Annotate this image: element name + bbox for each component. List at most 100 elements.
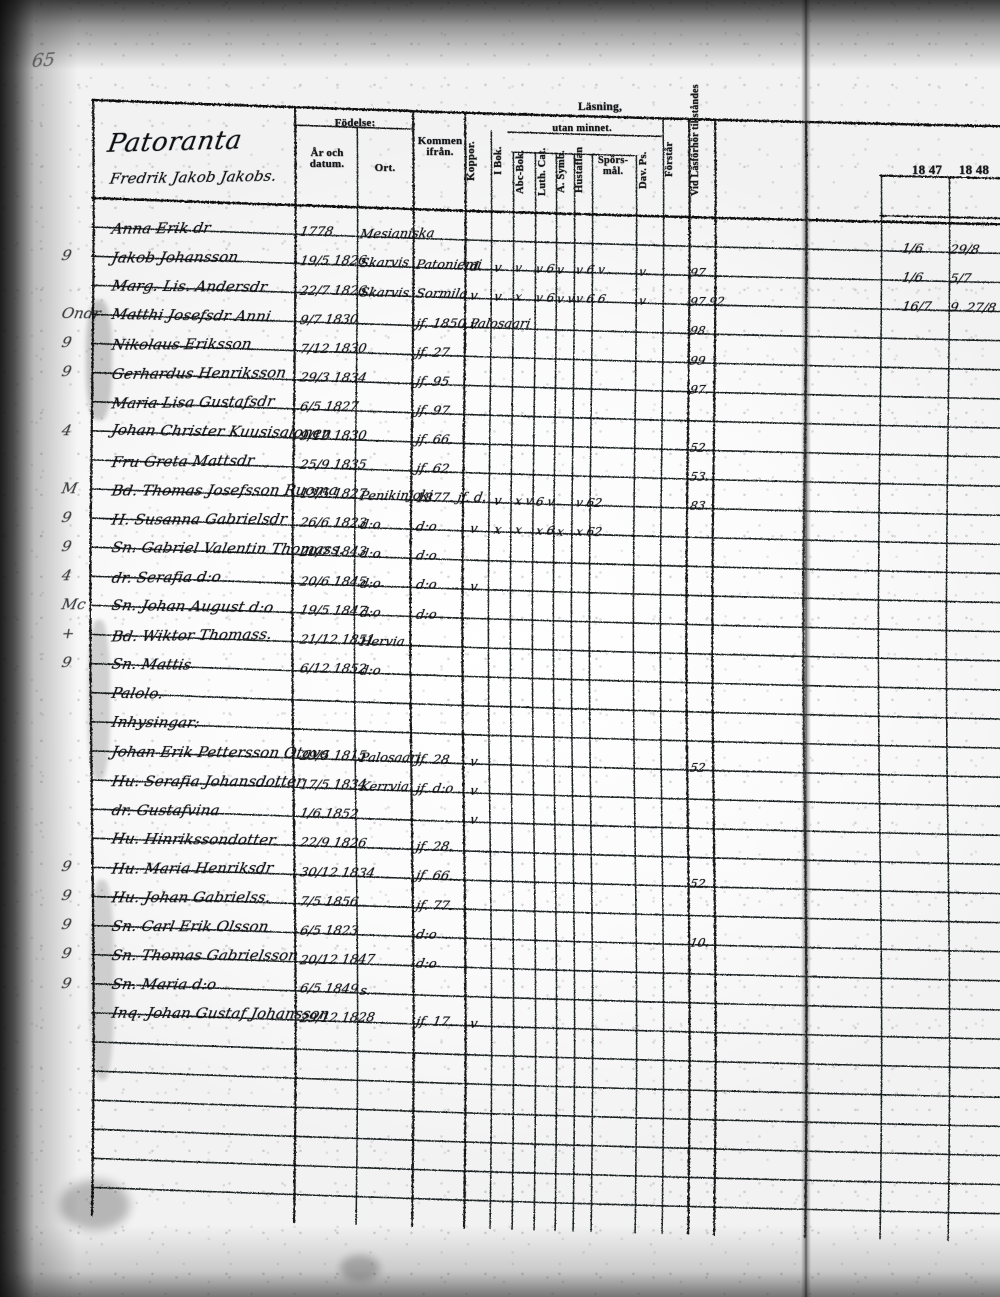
- scan-blotch: [90, 880, 114, 1080]
- came-from: d:o: [415, 549, 439, 564]
- came-from: 1877. jf. d.: [415, 491, 488, 507]
- birth-date: 13/5 1827: [299, 487, 368, 502]
- person-name: Matthi Josefsdr Anni: [110, 305, 273, 325]
- birth-date: 22/7 1826: [299, 283, 368, 298]
- a-symb-mark: v v: [556, 292, 576, 306]
- forstar-value: 52.: [689, 877, 711, 891]
- table-grid: [0, 0, 1000, 1297]
- birth-date: 1/6 1852: [298, 807, 359, 823]
- came-from: jf. 28.: [415, 840, 455, 856]
- person-name: Johan Erik Pettersson Otava: [110, 742, 331, 761]
- came-from: d:o: [414, 957, 438, 972]
- header-i-bok: I Bok.: [494, 131, 505, 191]
- year-1847-value: 1/6: [901, 271, 925, 286]
- birth-place: d:o: [359, 547, 383, 562]
- year-1848-value: 9. 27/8: [948, 301, 997, 317]
- came-from: jf. 28.: [414, 753, 454, 768]
- header-dav-ps: Dav. Ps.: [639, 142, 650, 198]
- forstar-value: 97.92: [689, 295, 726, 309]
- year-1847-value: 1/6: [901, 242, 925, 257]
- header-kommen-ifran: Kommen ifrån.: [414, 136, 466, 159]
- person-name: Hu. Hinrikssondotter: [110, 829, 277, 849]
- year-column-1848: 18 48: [952, 163, 996, 177]
- birth-date: 19/5 1826: [299, 254, 368, 270]
- header-lasning-sub: utan minnet.: [522, 124, 642, 135]
- header-vid-lasforhor: Vid Läsförhör tillståndes: [691, 104, 701, 196]
- birth-date: 6/12 1852: [298, 662, 367, 677]
- header-abc-bok: Abc-Bok.: [516, 143, 527, 201]
- birth-place: d:o: [359, 664, 382, 679]
- header-ar-och-datum: År och datum.: [298, 148, 356, 171]
- birth-date: 9/7 1830: [299, 312, 360, 328]
- birth-date: 29/12 1828: [299, 1011, 376, 1027]
- came-from: jf. 95.: [414, 374, 454, 389]
- forstar-value: 53.: [689, 470, 711, 484]
- birth-place: Skarvis: [358, 285, 410, 300]
- person-name: Inq. Johan Gustaf Johansson: [110, 1004, 331, 1023]
- abc-bok-mark: x v: [514, 494, 534, 508]
- header-fodelse: Födelse:: [296, 118, 414, 129]
- came-from: d:o: [415, 928, 439, 943]
- birth-date: 6/5 1849: [298, 982, 359, 998]
- forstar-value: 52: [689, 761, 707, 775]
- person-name: Anna Erik dr: [110, 218, 212, 237]
- birth-place: Palosaari: [359, 751, 422, 766]
- luth-cat-mark: x 6: [535, 524, 556, 538]
- birth-date: 30/12 1834: [298, 865, 376, 881]
- luth-cat-mark: v 6: [535, 262, 556, 276]
- person-name: Inhysingar:: [110, 713, 201, 732]
- header-forstar: Förstår: [665, 126, 676, 192]
- person-name: Sn. Carl Erik Olsson: [110, 917, 270, 935]
- person-name: Marg. Lis. Andersdr: [110, 276, 269, 295]
- header-sporsmal: Spörs-mål.: [592, 156, 634, 178]
- came-from: d:o: [415, 520, 438, 535]
- came-from: Sormila: [415, 287, 469, 302]
- luth-cat-mark: v 6: [535, 291, 556, 305]
- farm-title: Patoranta: [106, 125, 245, 159]
- came-from: jf. d:o: [415, 782, 455, 798]
- birth-date: 29/3 1834: [298, 371, 367, 387]
- hustaflan-mark: v 6 v: [575, 263, 606, 277]
- person-name: H. Susanna Gabrielsdr: [110, 509, 288, 528]
- person-name: Sn. Johan August d:o: [110, 596, 275, 616]
- came-from: jf. 62.: [414, 462, 454, 477]
- margin-mark: Mc: [60, 595, 87, 613]
- came-from: d:o: [415, 607, 438, 622]
- forstar-value: 83.: [689, 499, 711, 513]
- person-name: Sn. Maria d:o: [110, 975, 218, 993]
- birth-date: 6/5 1823: [299, 924, 360, 939]
- person-name: Fru Greta Mattsdr: [110, 451, 256, 471]
- forstar-value: 10.: [689, 935, 711, 949]
- birth-date: 25/9 1835: [299, 458, 368, 473]
- hustaflan-mark: v 6 6: [575, 292, 608, 306]
- birth-date: 22/9 1826: [298, 836, 368, 852]
- scan-blotch: [60, 1180, 130, 1230]
- hustaflan-mark: x 62: [575, 525, 604, 539]
- luth-cat-mark: 6 v: [535, 495, 556, 509]
- person-name: Sn. Mattis: [110, 655, 193, 674]
- hustaflan-mark: v 62: [575, 496, 604, 510]
- birth-date: 17/5 1834: [299, 778, 368, 794]
- farm-subtitle: Fredrik Jakob Jakobs.: [108, 166, 278, 187]
- came-from: jf. 97.: [414, 404, 454, 419]
- birth-date: 29/5 1815: [299, 749, 368, 764]
- person-name: Palolo.: [110, 684, 165, 703]
- came-from: d:o: [415, 578, 438, 593]
- birth-date: 20/12 1847: [299, 952, 376, 968]
- birth-place: Kerrvia: [359, 780, 411, 795]
- year-1848-value: 5/7: [949, 272, 973, 287]
- birth-date: 7/12 1830: [299, 341, 368, 357]
- forstar-value: 97: [689, 266, 707, 280]
- came-from: jf. 66.: [415, 433, 455, 448]
- came-from: jf. 27.: [415, 346, 455, 361]
- year-1848-value: 29/8: [948, 243, 980, 258]
- came-from: jf. 17.: [415, 1015, 455, 1030]
- birth-date: 1778: [299, 225, 335, 240]
- person-name: Hu. Serafia Johansdotter: [110, 772, 305, 790]
- person-name: Jakob Johansson: [110, 247, 240, 266]
- header-luth-cat: Luth. Cat.: [538, 143, 549, 201]
- forstar-value: 99: [689, 354, 707, 368]
- birth-place: Mesianiska: [359, 227, 436, 243]
- header-ort: Ort.: [358, 163, 412, 174]
- birth-place: Skarvis: [359, 256, 411, 272]
